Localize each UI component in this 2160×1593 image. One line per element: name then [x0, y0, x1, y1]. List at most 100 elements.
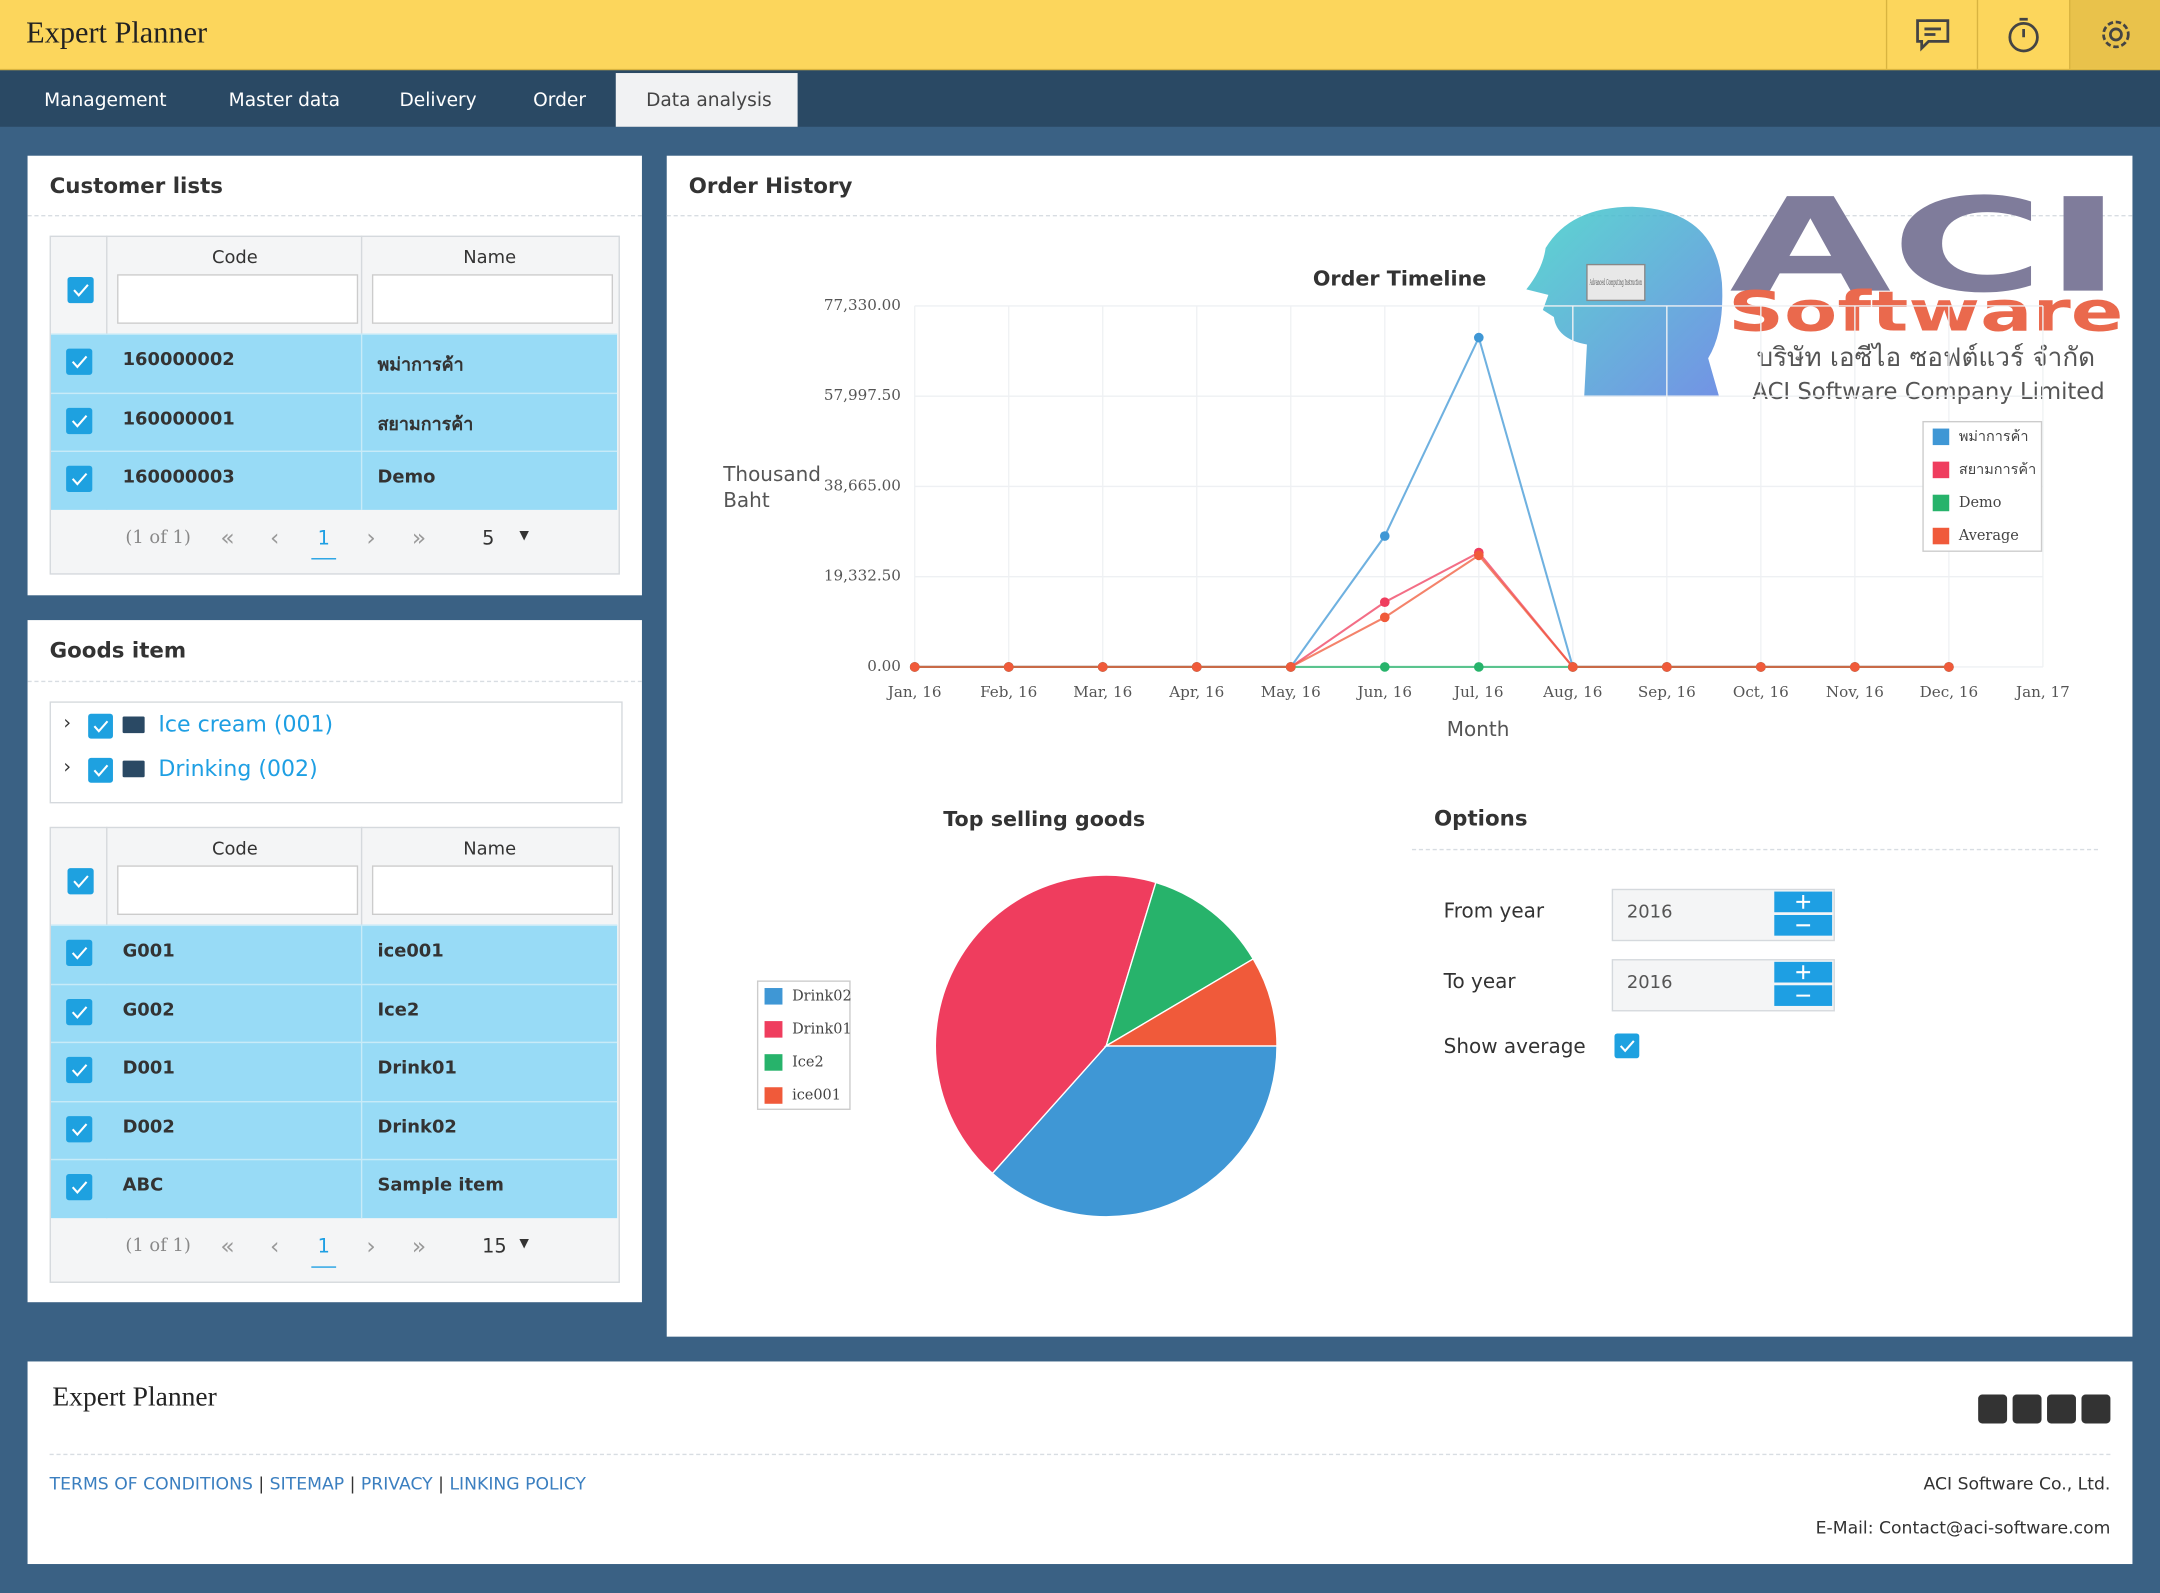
- spin-up[interactable]: [1774, 961, 1833, 983]
- divider: [27, 214, 642, 217]
- table-row[interactable]: [50, 333, 618, 393]
- column-header: Code: [211, 248, 258, 269]
- table-row[interactable]: [50, 1158, 618, 1218]
- table-row[interactable]: [50, 392, 618, 451]
- footer-link[interactable]: PRIVACY: [360, 1473, 433, 1494]
- google-icon[interactable]: [2081, 1394, 2111, 1424]
- separator: |: [252, 1473, 270, 1494]
- check-mark: [71, 414, 88, 428]
- y-tick-label: 77,330.00: [824, 296, 901, 314]
- footer-link[interactable]: SITEMAP: [269, 1473, 345, 1494]
- checkbox[interactable]: [66, 940, 93, 967]
- filter-input[interactable]: [117, 865, 359, 915]
- filter-input[interactable]: [371, 274, 614, 324]
- from-year-value: 2016: [1626, 902, 1673, 924]
- check-mark: [71, 1123, 88, 1136]
- pager-arrow[interactable]: ›: [366, 524, 376, 552]
- tree-label[interactable]: Drinking (002): [158, 755, 318, 782]
- x-tick-label: Jul, 16: [1452, 683, 1504, 701]
- table-cell: 160000003: [122, 467, 235, 489]
- table-row[interactable]: [50, 924, 618, 984]
- nav-tab-active[interactable]: [615, 73, 798, 127]
- nav-item[interactable]: Management: [44, 89, 167, 112]
- twitter-icon[interactable]: [2012, 1394, 2042, 1424]
- checkbox[interactable]: [66, 1115, 93, 1143]
- data-point: [1379, 531, 1390, 541]
- minus-icon: [1796, 924, 1811, 927]
- table-row[interactable]: [50, 1041, 618, 1101]
- footer-link[interactable]: LINKING POLICY: [449, 1473, 586, 1494]
- table-cell: G002: [122, 1000, 175, 1021]
- facebook-icon[interactable]: [1978, 1394, 2008, 1424]
- checkbox[interactable]: [67, 868, 94, 895]
- timer-button[interactable]: [1976, 0, 2071, 69]
- nav-item[interactable]: Master data: [228, 89, 340, 112]
- table-row[interactable]: [50, 983, 618, 1042]
- table-row[interactable]: [50, 450, 618, 510]
- show-average-label: Show average: [1443, 1036, 1586, 1059]
- spin-down[interactable]: [1774, 985, 1833, 1006]
- tree-label[interactable]: Ice cream (001): [158, 711, 334, 738]
- data-point: [1379, 612, 1390, 623]
- data-point: [1379, 662, 1390, 672]
- tree-toggle[interactable]: ›: [63, 756, 72, 779]
- pager-page[interactable]: 1: [311, 527, 337, 559]
- pager-size[interactable]: 15: [482, 1235, 507, 1258]
- checkbox[interactable]: [88, 757, 113, 783]
- nav-item[interactable]: Delivery: [399, 89, 477, 112]
- feedback-button[interactable]: [1885, 0, 1978, 69]
- from-year-label: From year: [1443, 901, 1545, 924]
- pager-arrow[interactable]: ‹: [269, 524, 280, 552]
- checkbox[interactable]: [66, 348, 93, 376]
- pie-slice: [934, 874, 1157, 1175]
- pager-arrow[interactable]: ›: [366, 1232, 376, 1261]
- cell-sep: [360, 983, 363, 1042]
- checkbox[interactable]: [66, 1057, 93, 1084]
- checkbox[interactable]: [66, 466, 93, 493]
- cell-sep: [360, 924, 363, 984]
- legend-swatch: [1932, 461, 1950, 479]
- data-point: [1850, 662, 1860, 672]
- filter-input[interactable]: [117, 274, 359, 324]
- pager-info: (1 of 1): [125, 527, 191, 548]
- pager-size[interactable]: 5: [482, 527, 495, 550]
- data-point: [1191, 662, 1202, 672]
- timer-icon: [2008, 17, 2039, 53]
- column-header: Code: [211, 839, 258, 860]
- checkbox[interactable]: [66, 1174, 93, 1201]
- pager-arrow[interactable]: «: [220, 1232, 235, 1261]
- checkbox[interactable]: [1614, 1033, 1640, 1059]
- checkbox[interactable]: [66, 407, 93, 434]
- x-tick-label: Jan, 16: [886, 683, 942, 701]
- check-mark: [93, 764, 109, 777]
- pager-arrow[interactable]: »: [411, 1232, 427, 1261]
- logo-head: [1526, 206, 1723, 397]
- linkedin-icon[interactable]: [2047, 1394, 2076, 1424]
- checkbox[interactable]: [66, 998, 93, 1025]
- settings-button[interactable]: [2069, 0, 2160, 69]
- table-row[interactable]: [50, 1100, 618, 1159]
- spin-down[interactable]: [1774, 914, 1833, 936]
- checkbox[interactable]: [88, 713, 113, 739]
- pager-arrow[interactable]: ‹: [269, 1232, 280, 1261]
- folder-icon: [122, 760, 145, 778]
- pager-arrow[interactable]: «: [220, 524, 235, 552]
- nav-item[interactable]: Data analysis: [646, 89, 772, 112]
- options-title: Options: [1434, 806, 1528, 831]
- filter-input[interactable]: [371, 865, 614, 915]
- legend-label: Drink02: [792, 988, 852, 1004]
- data-point: [1379, 597, 1390, 608]
- pager-page[interactable]: 1: [311, 1235, 337, 1268]
- table-cell: ice001: [377, 941, 444, 963]
- nav-item[interactable]: Order: [533, 89, 586, 112]
- checkbox[interactable]: [67, 276, 94, 304]
- pager-arrow[interactable]: »: [411, 524, 427, 552]
- spin-up[interactable]: [1774, 891, 1833, 913]
- cell-sep: [360, 333, 363, 393]
- tree-toggle[interactable]: ›: [63, 712, 72, 735]
- footer-link[interactable]: TERMS OF CONDITIONS: [49, 1473, 253, 1494]
- cell-sep: [360, 1100, 363, 1159]
- column-header: Name: [463, 839, 517, 860]
